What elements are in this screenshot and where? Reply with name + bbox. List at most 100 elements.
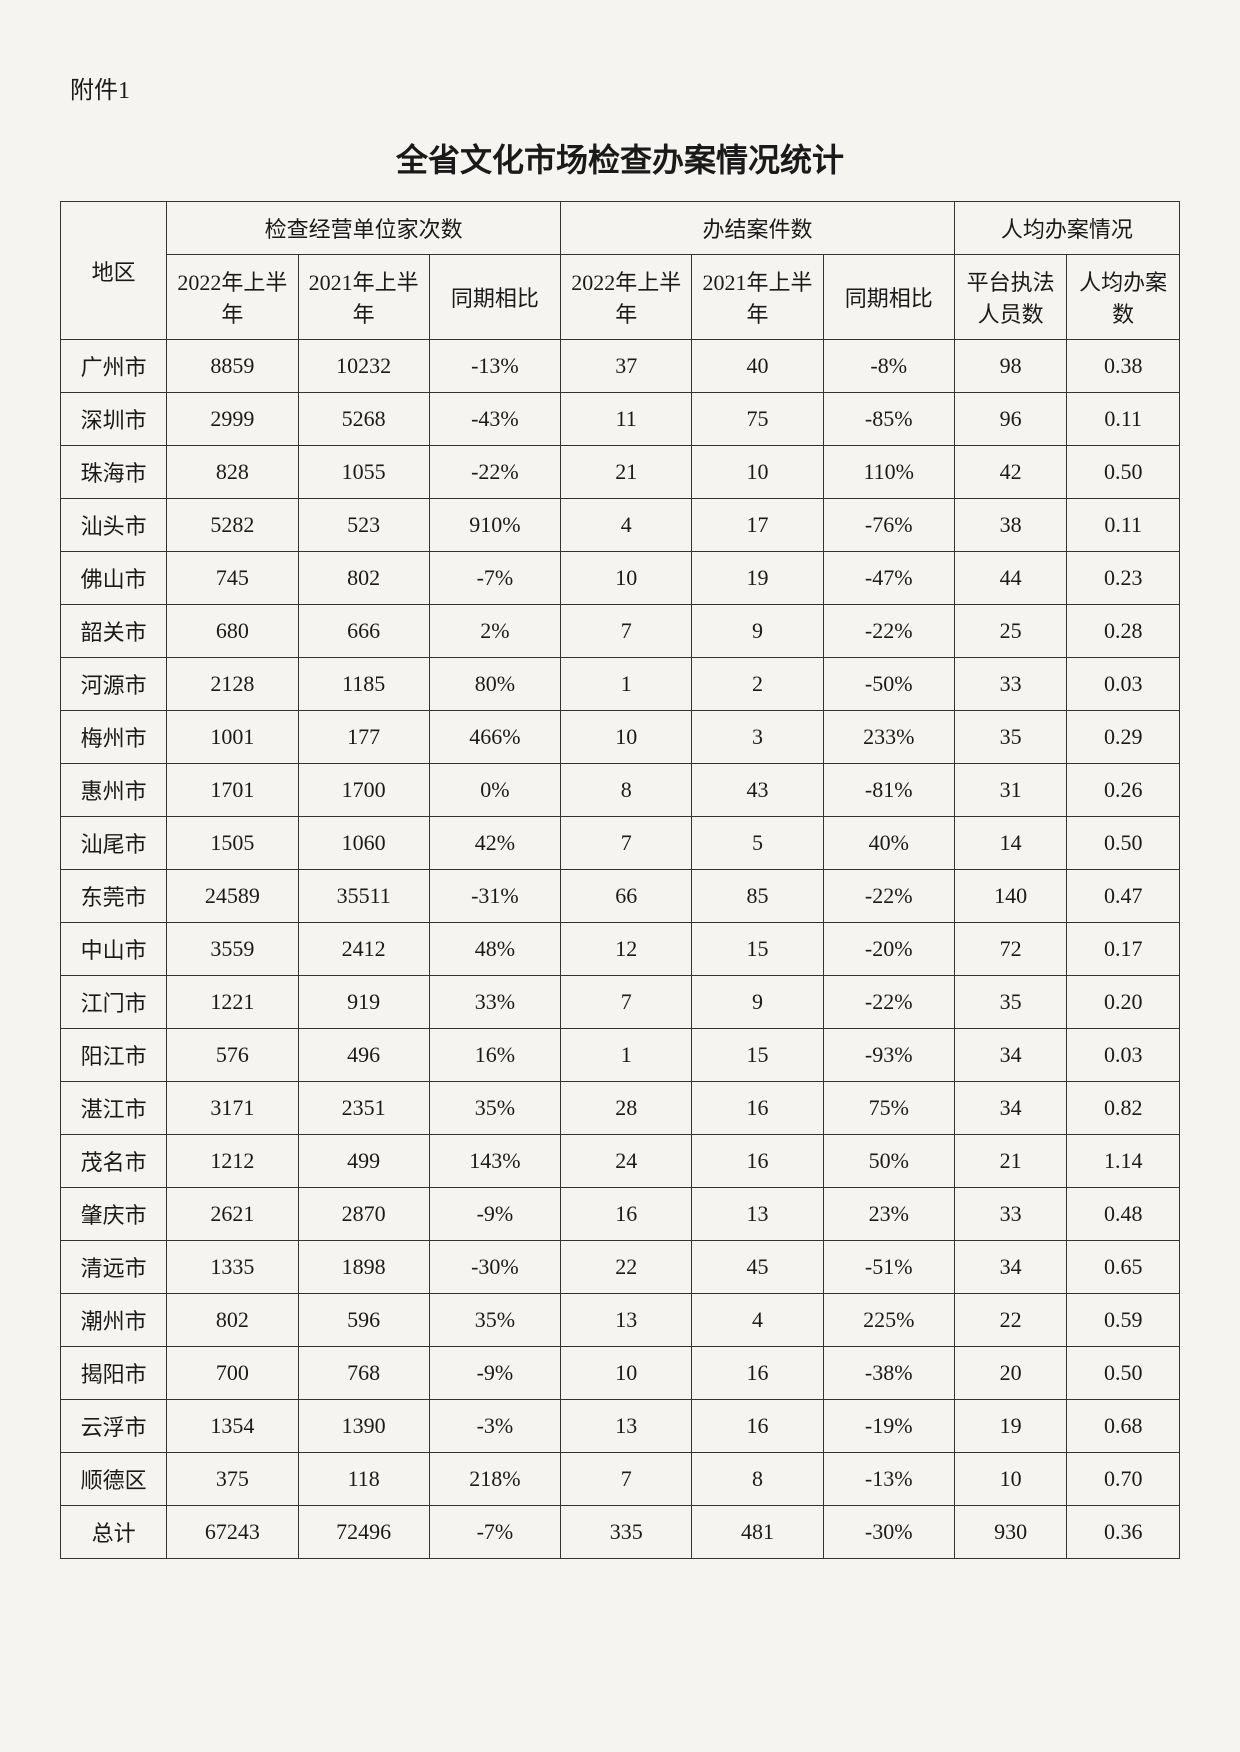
cell-c6: -38%: [823, 1347, 954, 1400]
cell-c5: 3: [692, 711, 823, 764]
cell-c4: 24: [561, 1135, 692, 1188]
cell-c5: 5: [692, 817, 823, 870]
cell-c2: 1185: [298, 658, 429, 711]
cell-c5: 16: [692, 1400, 823, 1453]
cell-c2: 802: [298, 552, 429, 605]
cell-c1: 1001: [167, 711, 298, 764]
cell-c5: 16: [692, 1347, 823, 1400]
cell-c5: 8: [692, 1453, 823, 1506]
header-2021h1-b: 2021年上半年: [692, 255, 823, 340]
table-row: 佛山市745802-7%1019-47%440.23: [61, 552, 1180, 605]
cell-c6: -51%: [823, 1241, 954, 1294]
cell-c4: 4: [561, 499, 692, 552]
cell-c8: 0.68: [1067, 1400, 1180, 1453]
cell-c2: 499: [298, 1135, 429, 1188]
cell-region: 阳江市: [61, 1029, 167, 1082]
cell-c4: 1: [561, 658, 692, 711]
cell-c4: 13: [561, 1294, 692, 1347]
cell-region: 云浮市: [61, 1400, 167, 1453]
table-body: 广州市885910232-13%3740-8%980.38深圳市29995268…: [61, 340, 1180, 1559]
cell-c1: 5282: [167, 499, 298, 552]
cell-c1: 745: [167, 552, 298, 605]
header-avg: 人均办案数: [1067, 255, 1180, 340]
cell-c6: -20%: [823, 923, 954, 976]
cell-c6: -22%: [823, 976, 954, 1029]
cell-region: 肇庆市: [61, 1188, 167, 1241]
header-region: 地区: [61, 202, 167, 340]
table-row: 揭阳市700768-9%1016-38%200.50: [61, 1347, 1180, 1400]
cell-c2: 10232: [298, 340, 429, 393]
cell-c1: 3559: [167, 923, 298, 976]
cell-c2: 2351: [298, 1082, 429, 1135]
table-row: 茂名市1212499143%241650%211.14: [61, 1135, 1180, 1188]
cell-region: 珠海市: [61, 446, 167, 499]
cell-c5: 40: [692, 340, 823, 393]
cell-c1: 700: [167, 1347, 298, 1400]
cell-c3: 42%: [429, 817, 560, 870]
cell-c8: 0.47: [1067, 870, 1180, 923]
table-row: 深圳市29995268-43%1175-85%960.11: [61, 393, 1180, 446]
cell-region: 汕头市: [61, 499, 167, 552]
cell-c5: 45: [692, 1241, 823, 1294]
cell-c6: -13%: [823, 1453, 954, 1506]
cell-c2: 666: [298, 605, 429, 658]
cell-c3: 218%: [429, 1453, 560, 1506]
cell-c5: 85: [692, 870, 823, 923]
cell-c4: 37: [561, 340, 692, 393]
cell-c1: 24589: [167, 870, 298, 923]
cell-c5: 9: [692, 976, 823, 1029]
cell-c4: 22: [561, 1241, 692, 1294]
cell-c5: 19: [692, 552, 823, 605]
cell-region: 深圳市: [61, 393, 167, 446]
cell-c2: 72496: [298, 1506, 429, 1559]
table-row: 惠州市170117000%843-81%310.26: [61, 764, 1180, 817]
cell-region: 湛江市: [61, 1082, 167, 1135]
cell-region: 梅州市: [61, 711, 167, 764]
cell-c8: 0.36: [1067, 1506, 1180, 1559]
header-compare-b: 同期相比: [823, 255, 954, 340]
cell-c1: 576: [167, 1029, 298, 1082]
cell-c7: 25: [954, 605, 1067, 658]
cell-c2: 768: [298, 1347, 429, 1400]
cell-c3: 143%: [429, 1135, 560, 1188]
cell-c6: 110%: [823, 446, 954, 499]
cell-c7: 42: [954, 446, 1067, 499]
cell-c8: 0.11: [1067, 499, 1180, 552]
header-compare-a: 同期相比: [429, 255, 560, 340]
cell-c1: 1335: [167, 1241, 298, 1294]
cell-c6: 233%: [823, 711, 954, 764]
cell-c2: 919: [298, 976, 429, 1029]
cell-c3: 80%: [429, 658, 560, 711]
cell-c5: 9: [692, 605, 823, 658]
cell-c7: 19: [954, 1400, 1067, 1453]
cell-c7: 34: [954, 1029, 1067, 1082]
cell-c4: 7: [561, 1453, 692, 1506]
cell-region: 惠州市: [61, 764, 167, 817]
cell-c4: 12: [561, 923, 692, 976]
cell-c8: 0.38: [1067, 340, 1180, 393]
table-row: 顺德区375118218%78-13%100.70: [61, 1453, 1180, 1506]
cell-c2: 1898: [298, 1241, 429, 1294]
cell-c3: -7%: [429, 1506, 560, 1559]
table-row: 潮州市80259635%134225%220.59: [61, 1294, 1180, 1347]
cell-c2: 1060: [298, 817, 429, 870]
header-staff: 平台执法人员数: [954, 255, 1067, 340]
table-row: 韶关市6806662%79-22%250.28: [61, 605, 1180, 658]
cell-c7: 35: [954, 711, 1067, 764]
cell-c6: -19%: [823, 1400, 954, 1453]
cell-c7: 22: [954, 1294, 1067, 1347]
cell-region: 河源市: [61, 658, 167, 711]
table-row: 梅州市1001177466%103233%350.29: [61, 711, 1180, 764]
cell-c2: 2870: [298, 1188, 429, 1241]
cell-c3: 2%: [429, 605, 560, 658]
cell-c4: 7: [561, 605, 692, 658]
header-row-2: 2022年上半年 2021年上半年 同期相比 2022年上半年 2021年上半年…: [61, 255, 1180, 340]
cell-c5: 13: [692, 1188, 823, 1241]
table-row: 珠海市8281055-22%2110110%420.50: [61, 446, 1180, 499]
cell-c3: 35%: [429, 1294, 560, 1347]
header-group-percapita: 人均办案情况: [954, 202, 1179, 255]
cell-c7: 35: [954, 976, 1067, 1029]
cell-c6: 225%: [823, 1294, 954, 1347]
cell-c7: 20: [954, 1347, 1067, 1400]
cell-c2: 1055: [298, 446, 429, 499]
